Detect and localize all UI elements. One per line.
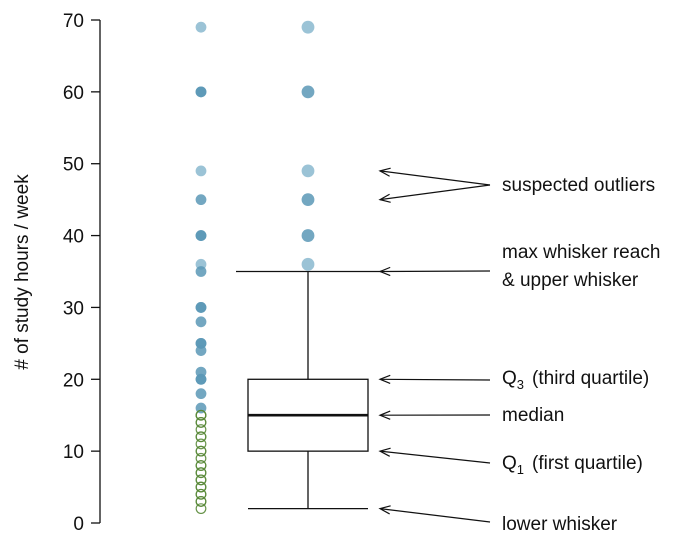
strip-point-24	[195, 417, 207, 428]
strip-point-31	[195, 452, 207, 464]
strip-point-4	[195, 194, 207, 206]
outlier-point-0	[301, 257, 315, 271]
annotation-arrows	[378, 167, 491, 523]
arrow-q3-head	[378, 374, 391, 384]
arrow-outlier-upper	[379, 170, 491, 186]
outlier-point-4	[301, 85, 315, 99]
strip-point-6	[195, 230, 207, 241]
strip-point-10	[195, 302, 207, 313]
outlier-point-1	[301, 229, 315, 242]
strip-point-25	[195, 424, 207, 435]
annotation-suspected-outliers: suspected outliers	[502, 175, 655, 196]
arrow-q1-head	[378, 447, 391, 457]
annotation-q3-desc: (third quartile)	[532, 368, 649, 389]
arrow-lower-whisker-head	[378, 505, 391, 515]
strip-point-44	[195, 503, 207, 515]
y-axis-label: # of study hours / week	[12, 174, 33, 370]
strip-point-0	[195, 21, 207, 33]
y-tick-label-20: 20	[63, 370, 84, 391]
annotation-q1-desc: (first quartile)	[532, 453, 643, 474]
arrow-outlier-lower	[379, 184, 491, 201]
strip-point-17	[195, 373, 207, 385]
strip-point-2	[195, 86, 207, 98]
annotation-lower-whisker: lower whisker	[502, 514, 618, 535]
strip-point-27	[195, 431, 207, 443]
strip-point-8	[195, 266, 207, 277]
outlier-point-3	[301, 164, 315, 178]
arrow-lower-whisker	[379, 508, 491, 523]
strip-point-43	[195, 496, 207, 507]
arrow-max-whisker	[379, 270, 491, 273]
strip-points	[195, 21, 207, 515]
strip-point-33	[195, 460, 207, 471]
y-tick-label-0: 0	[73, 514, 84, 535]
strip-point-22	[195, 409, 207, 421]
y-axis: 0 10 20 30 40 50 60 70	[63, 11, 101, 535]
annotation-max-whisker-line2: & upper whisker	[502, 270, 639, 291]
arrow-max-whisker-head	[378, 266, 391, 277]
box-plot	[236, 270, 380, 510]
strip-point-18	[195, 388, 207, 400]
annotation-q1: Q1 (first quartile)	[502, 453, 643, 477]
outlier-point-2	[301, 193, 315, 207]
annotation-q1-sub: 1	[517, 462, 524, 477]
y-tick-label-60: 60	[63, 83, 84, 104]
annotation-q3-sub: 3	[517, 377, 524, 392]
strip-point-3	[195, 165, 207, 177]
annotation-median: median	[502, 405, 564, 426]
y-tick-label-10: 10	[63, 442, 84, 463]
arrow-outlier-lower-head	[378, 193, 391, 203]
strip-point-30	[195, 445, 207, 457]
outlier-points	[301, 20, 315, 271]
arrow-outlier-upper-head	[378, 167, 391, 177]
y-tick-label-50: 50	[63, 155, 84, 176]
strip-point-35	[195, 467, 207, 479]
outlier-point-5	[301, 20, 315, 34]
y-tick-label-70: 70	[63, 11, 84, 32]
arrow-q3	[379, 378, 491, 381]
annotation-q3-main: Q	[502, 368, 517, 389]
arrow-q1	[379, 450, 491, 464]
strip-point-39	[195, 481, 207, 493]
annotation-q3: Q3 (third quartile)	[502, 368, 649, 392]
y-tick-label-40: 40	[63, 227, 84, 248]
strip-point-28	[195, 438, 207, 450]
strip-point-11	[195, 316, 207, 328]
arrow-median-head	[378, 410, 391, 420]
annotation-q1-main: Q	[502, 453, 517, 474]
annotation-max-whisker-line1: max whisker reach	[502, 242, 660, 263]
strip-point-37	[195, 474, 207, 486]
y-tick-label-30: 30	[63, 298, 84, 319]
strip-point-41	[195, 488, 207, 500]
strip-point-14	[195, 345, 207, 356]
